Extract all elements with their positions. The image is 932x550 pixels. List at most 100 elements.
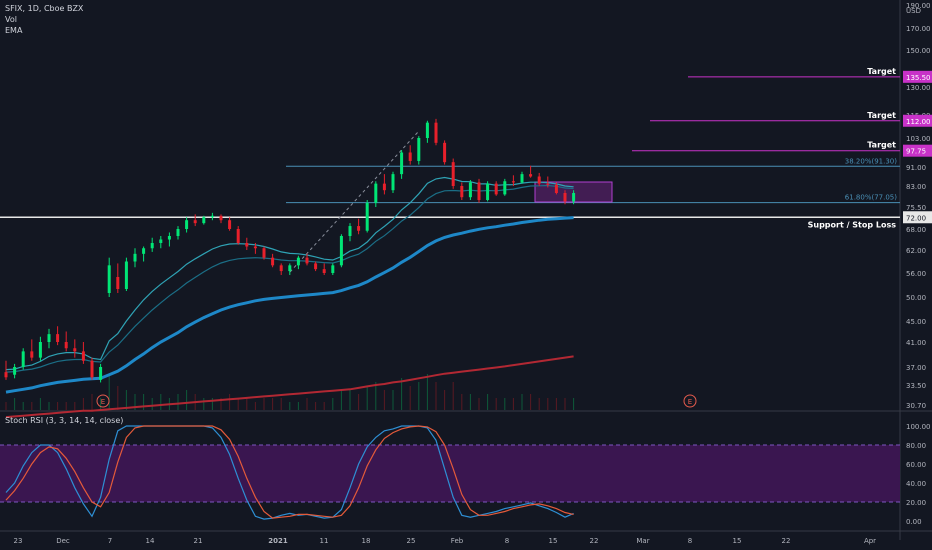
volume-bar <box>22 402 24 410</box>
volume-bar <box>435 382 437 410</box>
ema-lines <box>5 176 574 419</box>
trend-line <box>289 131 419 273</box>
candle-body <box>81 351 85 361</box>
price-tick-label: 56.00 <box>906 270 926 278</box>
candle-body <box>253 246 257 249</box>
candle-body <box>219 215 223 221</box>
earnings-marker-icon <box>683 394 697 408</box>
candle-body <box>202 217 206 224</box>
volume-bar <box>125 390 127 410</box>
price-tick-label: 45.00 <box>906 318 926 326</box>
volume-bar <box>186 390 188 410</box>
ema-indicator-label[interactable]: EMA <box>5 26 23 35</box>
candle-body <box>124 261 128 289</box>
candle-body <box>339 236 343 266</box>
time-axis[interactable]: 23 Dec 7 14 21 2021 11 18 25 Feb 8 15 22 Mar 8 15 22 Apr <box>14 537 877 545</box>
volume-bar <box>151 398 153 410</box>
volume-bar <box>555 398 557 410</box>
volume-bar <box>177 394 179 410</box>
price-tick-label: 83.00 <box>906 183 926 191</box>
price-tick-label: 190.00 <box>906 2 931 10</box>
candle-body <box>417 138 421 161</box>
price-tick-label: 33.50 <box>906 382 926 390</box>
volume-bar <box>220 398 222 410</box>
candle-body <box>314 263 318 270</box>
volume-bar <box>512 398 514 410</box>
candle-body <box>563 193 567 202</box>
price-tick-label: 68.00 <box>906 226 926 234</box>
vol-indicator-label[interactable]: Vol <box>5 15 17 24</box>
candle-body <box>150 243 154 249</box>
candle-body <box>228 220 232 229</box>
stoch-rsi-title[interactable]: Stoch RSI (3, 3, 14, 14, close) <box>5 416 124 425</box>
target-label: Target <box>867 67 896 76</box>
support-price-label: 72.00 <box>906 214 926 222</box>
rsi-tick-label: 20.00 <box>906 499 926 507</box>
candle-body <box>279 265 283 272</box>
volume-bar <box>31 402 33 410</box>
rsi-tick-label: 100.00 <box>906 423 931 431</box>
time-tick-label: Apr <box>864 537 876 545</box>
earnings-marker-icon <box>96 394 110 408</box>
target-price-label: 112.00 <box>906 118 931 126</box>
candle-body <box>133 253 137 262</box>
candle-body <box>4 372 8 378</box>
candle-body <box>572 193 576 202</box>
volume-bar <box>211 398 213 410</box>
target-price-badge <box>903 70 932 83</box>
volume-bar <box>504 398 506 410</box>
volume-bar <box>547 398 549 410</box>
time-tick-label: 8 <box>505 537 509 545</box>
volume-bar <box>306 398 308 410</box>
currency-label: USD <box>906 7 921 15</box>
volume-bar <box>237 398 239 410</box>
candle-body <box>159 239 163 243</box>
symbol-title[interactable]: SFIX, 1D, Cboe BZX <box>5 4 84 13</box>
volume-bar <box>564 398 566 410</box>
earnings-marker-label: E <box>688 398 692 406</box>
price-tick-label: 130.00 <box>906 84 931 92</box>
candle-body <box>38 342 42 358</box>
volume-bar <box>323 402 325 410</box>
candle-body <box>391 174 395 191</box>
candle-body <box>262 248 266 258</box>
volume-bar <box>521 394 523 410</box>
chart-legend: SFIX, 1D, Cboe BZX Vol EMA <box>5 3 83 36</box>
candle-body <box>271 257 275 266</box>
volume-bar <box>495 398 497 410</box>
candle-body <box>477 182 481 200</box>
volume-bar <box>349 390 351 410</box>
candle-body <box>434 122 438 143</box>
volume-bar <box>108 374 110 410</box>
price-tick-label: 75.50 <box>906 204 926 212</box>
candle-body <box>56 334 60 342</box>
volume-bar <box>530 394 532 410</box>
candle-body <box>116 277 120 289</box>
stoch-d-line <box>5 425 574 519</box>
price-axis[interactable]: USD190.00170.00150.00130.00115.00103.009… <box>903 2 932 410</box>
volume-bar <box>65 402 67 410</box>
candle-body <box>236 229 240 243</box>
price-tick-label: 30.70 <box>906 402 926 410</box>
candle-body <box>529 174 533 177</box>
candle-body <box>554 184 558 193</box>
candle-body <box>99 367 103 380</box>
candle-body <box>167 236 171 240</box>
volume-bar <box>297 402 299 410</box>
volume-bar <box>409 386 411 410</box>
volume-bar <box>117 386 119 410</box>
volume-bar <box>280 398 282 410</box>
time-tick-label: 11 <box>320 537 329 545</box>
volume-bar <box>134 394 136 410</box>
volume-bar <box>39 398 41 410</box>
candle-body <box>322 269 326 273</box>
candle-body <box>460 186 464 198</box>
candle-body <box>90 360 94 378</box>
volume-bar <box>340 390 342 410</box>
ema-slow-line <box>5 355 574 419</box>
target-label: Target <box>867 111 896 120</box>
fib-level-label: 61.80%(77.05) <box>845 194 897 202</box>
support-label: Support / Stop Loss <box>808 220 897 229</box>
